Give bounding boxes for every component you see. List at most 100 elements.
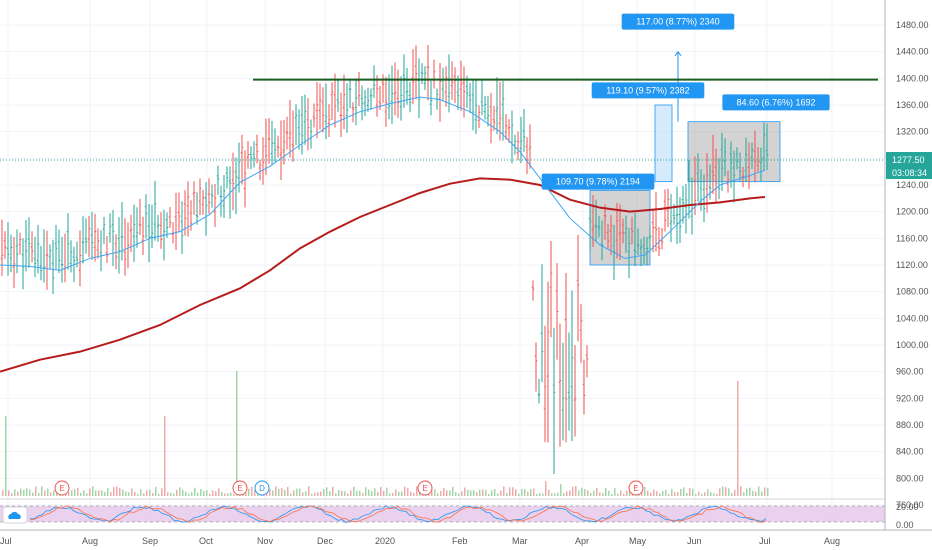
volume-bar <box>536 493 538 496</box>
volume-bar <box>716 493 718 496</box>
volume-bar <box>137 493 139 496</box>
volume-bar <box>488 493 490 496</box>
time-tick-label: Aug <box>82 536 98 546</box>
volume-bar <box>272 490 274 496</box>
volume-bar <box>35 486 37 496</box>
last-price-badge <box>886 152 932 166</box>
volume-bar <box>26 488 28 496</box>
volume-bar <box>140 489 142 496</box>
volume-bar <box>539 493 541 496</box>
volume-bar <box>299 488 301 496</box>
volume-bar <box>311 493 313 496</box>
volume-bar <box>20 488 22 496</box>
volume-bar <box>224 493 226 496</box>
volume-bar <box>506 492 508 496</box>
volume-bar <box>668 493 670 496</box>
volume-bar <box>152 492 154 496</box>
volume-bar <box>419 491 421 496</box>
time-tick-label: 2020 <box>375 536 395 546</box>
measure-label: 119.10 (9.57%) 2382 <box>606 85 689 95</box>
price-tick-label: 760.00 <box>896 500 924 510</box>
volume-bar <box>209 493 211 496</box>
volume-bar <box>446 490 448 496</box>
volume-bar <box>77 487 79 496</box>
volume-bar <box>305 491 307 496</box>
volume-bar <box>563 493 565 496</box>
volume-bar <box>695 493 697 496</box>
volume-bar <box>395 489 397 496</box>
volume-bar <box>44 490 46 496</box>
volume-bar <box>323 489 325 496</box>
volume-bar <box>740 486 742 496</box>
volume-bar <box>248 488 250 496</box>
volume-bar <box>368 489 370 496</box>
volume-bar <box>296 488 298 496</box>
volume-bar <box>557 492 559 496</box>
volume-bar <box>671 489 673 496</box>
volume-bar <box>335 493 337 496</box>
volume-bar <box>725 486 727 496</box>
volume-bar <box>143 493 145 496</box>
price-tick-label: 1040.00 <box>896 313 929 323</box>
volume-bar <box>644 487 646 496</box>
volume-bar <box>707 489 709 496</box>
volume-bar <box>227 493 229 496</box>
time-tick-label: Jul <box>0 536 12 546</box>
volume-bar <box>755 491 757 496</box>
volume-bar <box>698 491 700 496</box>
volume-bar <box>767 487 769 496</box>
volume-bar <box>8 490 10 496</box>
volume-bar <box>653 489 655 496</box>
volume-bar <box>233 493 235 496</box>
volume-bar <box>533 488 535 496</box>
volume-bar <box>200 489 202 496</box>
measure-label: 84.60 (6.76%) 1692 <box>736 97 815 107</box>
volume-bar <box>125 491 127 496</box>
volume-bar <box>146 490 148 496</box>
volume-bar <box>164 416 166 496</box>
event-marker-E <box>232 480 248 496</box>
volume-bar <box>551 493 553 496</box>
price-tick-label: 1160.00 <box>896 233 928 243</box>
volume-bar <box>677 492 679 496</box>
volume-bar <box>185 491 187 496</box>
volume-bar <box>281 487 283 496</box>
price-tick-label: 1320.00 <box>896 127 929 137</box>
event-marker-text: E <box>237 484 242 493</box>
volume-bar <box>743 492 745 496</box>
time-tick-label: May <box>629 536 647 546</box>
volume-bar <box>443 487 445 496</box>
volume-bar <box>134 491 136 496</box>
volume-bar <box>728 488 730 496</box>
volume-bar <box>14 489 16 496</box>
volume-bar <box>449 490 451 496</box>
volume-bar <box>731 492 733 496</box>
volume-bar <box>701 493 703 496</box>
event-marker-E <box>417 480 433 496</box>
time-tick-label: Dec <box>317 536 334 546</box>
time-tick-label: Mar <box>512 536 528 546</box>
volume-bar <box>380 486 382 496</box>
volume-bar <box>113 487 115 496</box>
volume-bar <box>509 487 511 496</box>
volume-bar <box>2 490 4 496</box>
volume-bar <box>11 493 13 496</box>
volume-bar <box>575 486 577 496</box>
volume-bar <box>23 490 25 496</box>
volume-bar <box>494 489 496 496</box>
volume-bar <box>626 490 628 496</box>
measure-label-bg <box>541 173 655 190</box>
event-marker-D <box>254 480 270 496</box>
volume-bar <box>53 490 55 496</box>
volume-bar <box>92 486 94 496</box>
volume-bar <box>581 487 583 496</box>
volume-bar <box>320 491 322 496</box>
price-tick-label: 1200.00 <box>896 207 929 217</box>
price-tick-label: 1360.00 <box>896 100 929 110</box>
volume-bar <box>332 486 334 496</box>
volume-bar <box>431 489 433 496</box>
volume-bar <box>542 493 544 496</box>
volume-bar <box>584 489 586 496</box>
